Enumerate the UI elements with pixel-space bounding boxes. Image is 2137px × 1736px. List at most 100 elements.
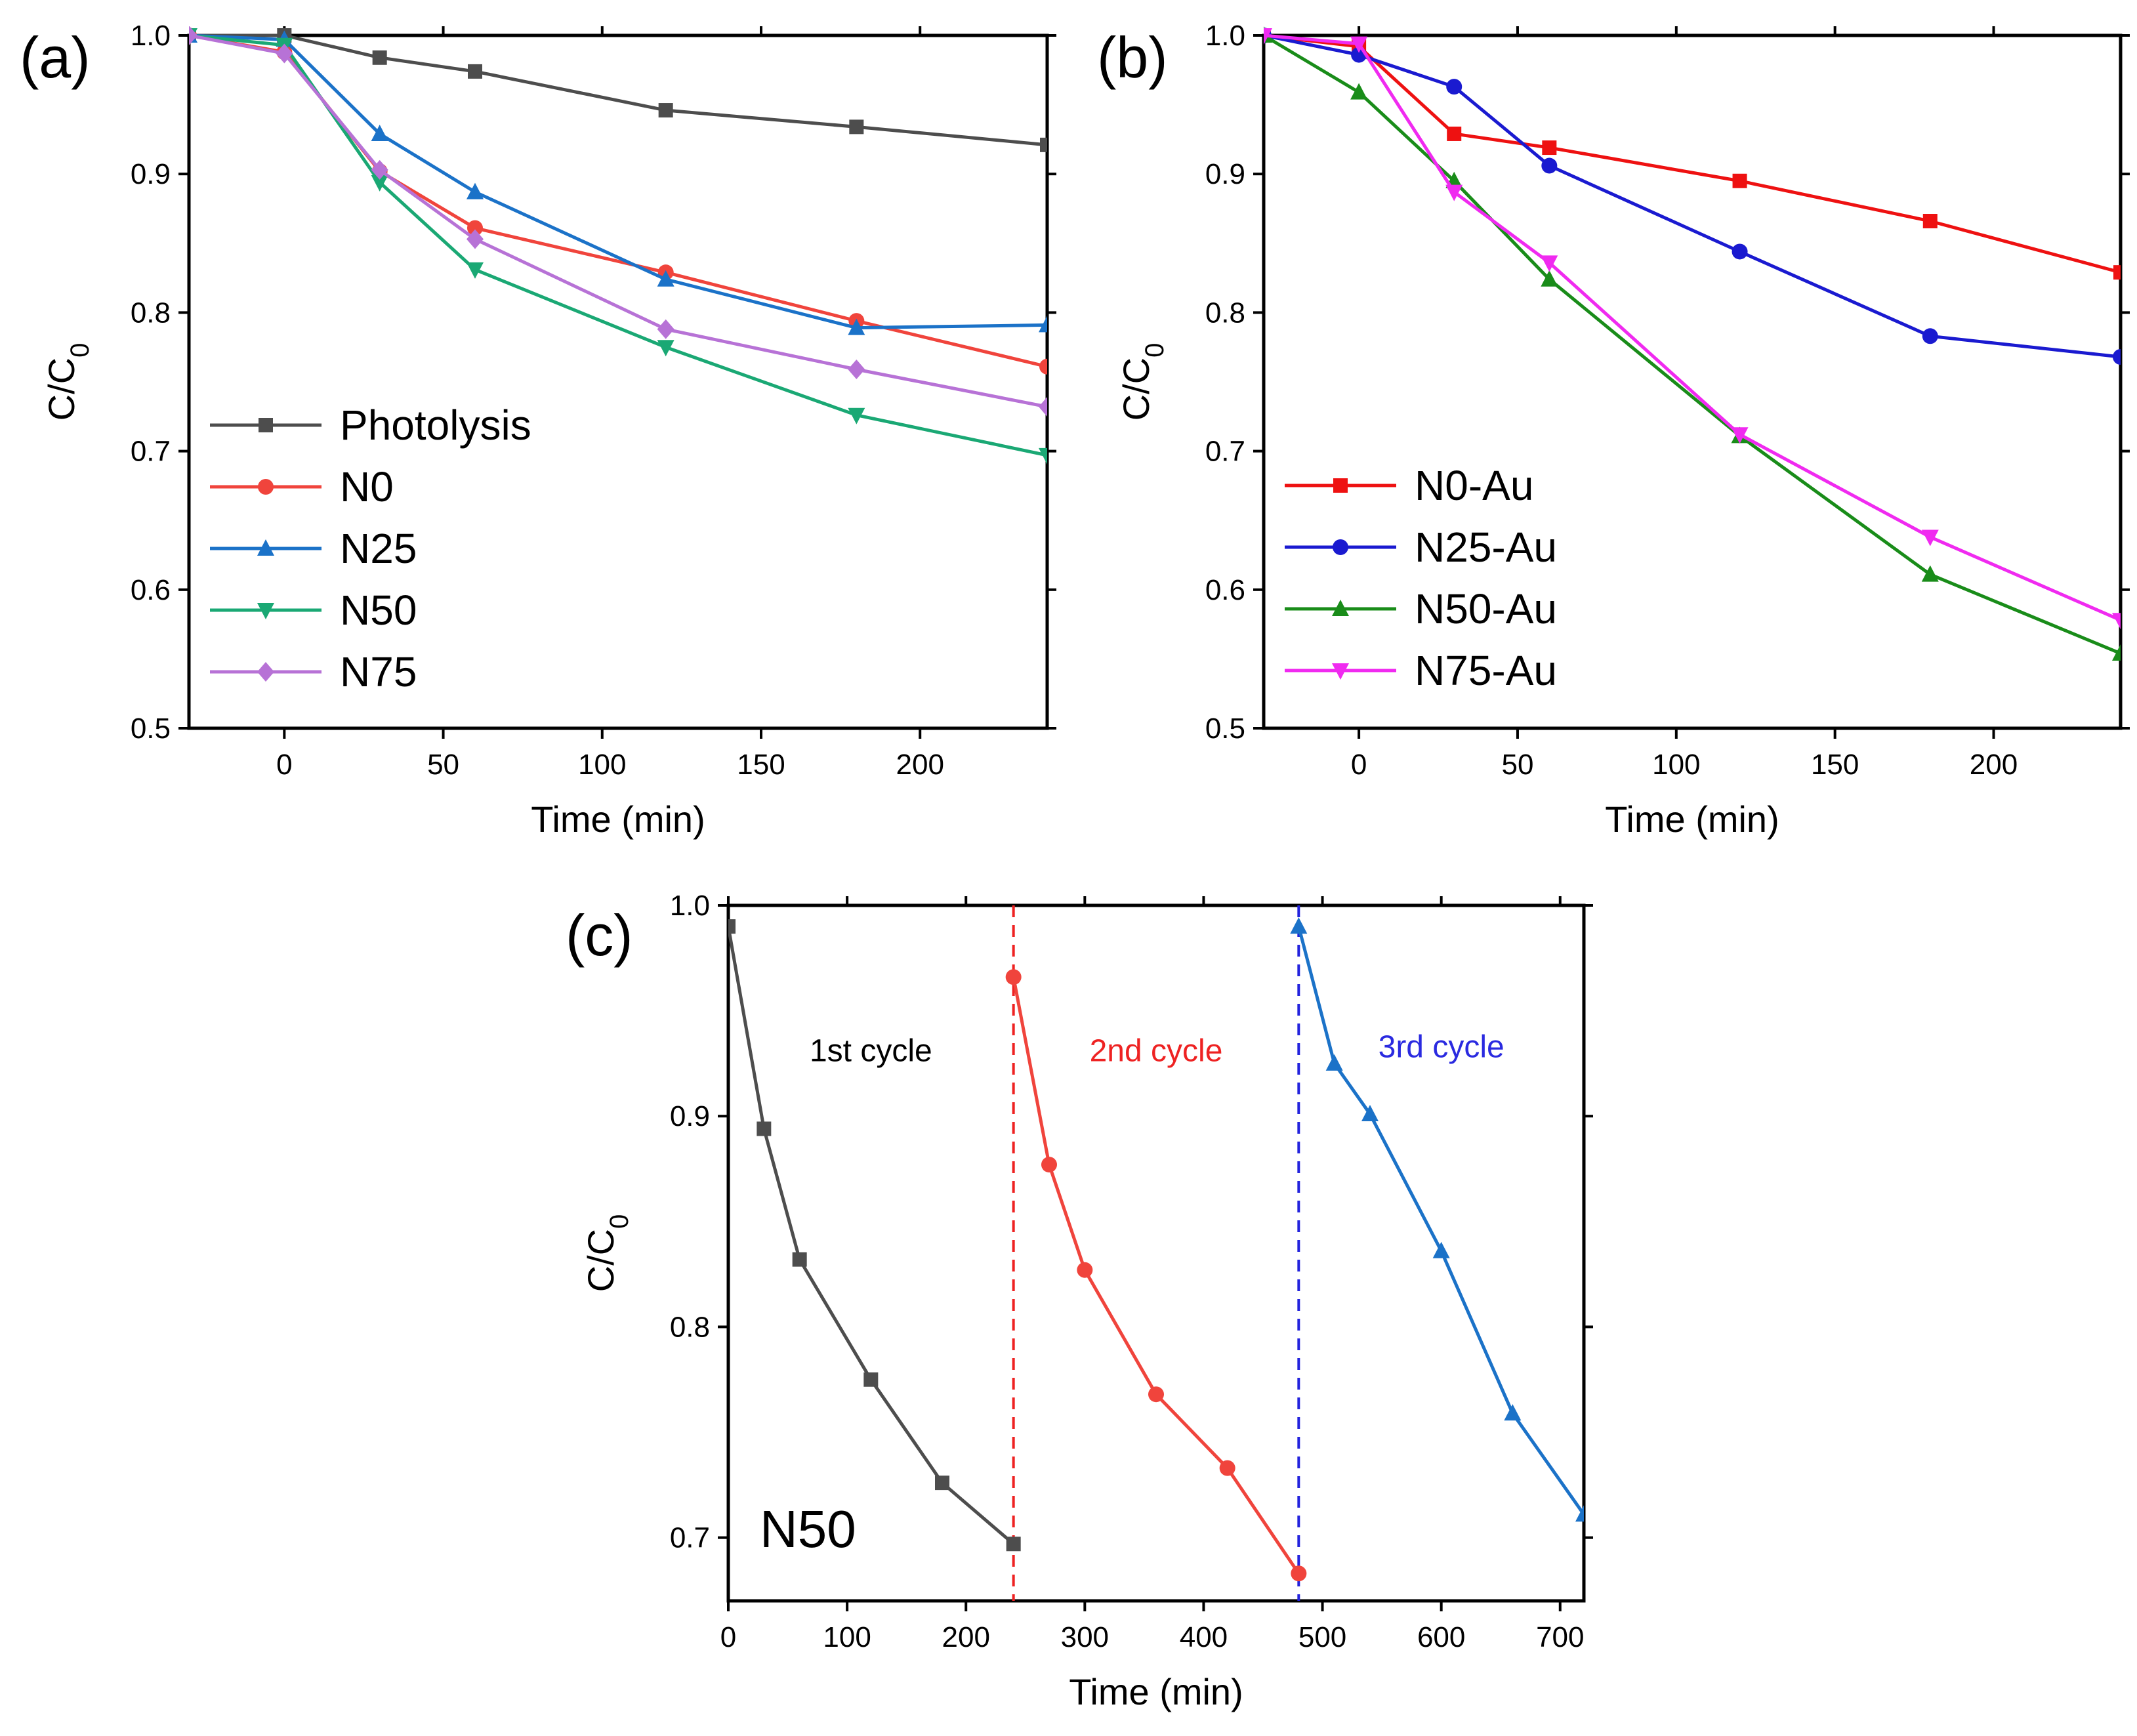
data-point xyxy=(468,64,482,79)
y-axis-title: C/C0 xyxy=(41,343,94,421)
data-point xyxy=(1350,83,1368,100)
legend-label: N25 xyxy=(340,525,417,572)
data-point xyxy=(1350,36,1368,53)
x-tick-label: 700 xyxy=(1536,1621,1584,1653)
x-tick-label: 100 xyxy=(823,1621,871,1653)
data-point xyxy=(1077,1262,1093,1278)
legend-marker xyxy=(1333,539,1348,555)
data-point xyxy=(1432,1241,1450,1258)
series-line xyxy=(728,926,1015,1546)
data-point xyxy=(1504,1404,1522,1421)
data-point xyxy=(1006,1537,1021,1552)
data-point xyxy=(863,1372,879,1387)
data-point xyxy=(467,229,484,249)
legend: Photolysis N0 N25 N50 N75 xyxy=(210,402,531,695)
data-point xyxy=(792,1252,807,1267)
data-point xyxy=(935,1476,949,1491)
series-line xyxy=(1297,926,1584,1516)
legend-marker xyxy=(259,418,273,432)
x-tick-label: 150 xyxy=(737,749,785,781)
legend-marker xyxy=(258,479,274,495)
data-point xyxy=(1575,1505,1584,1522)
series-line xyxy=(1264,33,2121,274)
data-point xyxy=(848,407,865,424)
data-point xyxy=(372,50,387,65)
x-tick-label: 150 xyxy=(1811,749,1859,781)
data-point xyxy=(1446,79,1463,95)
data-point xyxy=(1541,270,1558,287)
data-point xyxy=(1542,140,1557,155)
y-tick-label: 0.7 xyxy=(131,436,171,468)
data-point xyxy=(467,220,483,236)
data-point xyxy=(728,919,736,934)
data-point xyxy=(848,359,865,379)
data-point xyxy=(757,1121,772,1136)
x-tick-label: 100 xyxy=(1652,749,1700,781)
y-tick-label: 0.7 xyxy=(1205,436,1245,468)
data-point xyxy=(276,43,293,64)
legend-marker xyxy=(257,539,274,556)
legend-marker xyxy=(1333,478,1348,493)
data-point xyxy=(1039,397,1047,417)
series-line xyxy=(1264,33,2121,359)
data-point xyxy=(1005,969,1022,985)
legend-label: N0 xyxy=(340,463,394,510)
data-point xyxy=(1291,1565,1307,1582)
data-point xyxy=(1447,126,1462,141)
data-point xyxy=(1039,447,1047,465)
series-line xyxy=(189,33,1047,330)
y-tick-label: 0.7 xyxy=(670,1522,710,1554)
y-tick-label: 0.6 xyxy=(131,574,171,606)
x-tick-label: 600 xyxy=(1417,1621,1465,1653)
data-point xyxy=(1325,1054,1343,1071)
series-line xyxy=(189,33,1047,147)
data-point xyxy=(189,26,197,45)
data-point xyxy=(849,119,864,134)
data-point xyxy=(467,182,484,199)
cycle-annotation: 3rd cycle xyxy=(1379,1029,1504,1064)
y-axis-title: C/C0 xyxy=(580,1214,634,1292)
data-point xyxy=(1922,214,1938,229)
x-axis-title: Time (min) xyxy=(531,798,705,840)
legend-marker xyxy=(1332,600,1349,616)
y-tick-label: 0.6 xyxy=(1205,574,1245,606)
data-point xyxy=(1039,316,1047,333)
legend-label: Photolysis xyxy=(340,402,531,449)
data-point xyxy=(657,319,674,339)
y-tick-label: 1.0 xyxy=(131,20,171,52)
x-tick-label: 0 xyxy=(276,749,292,781)
data-point xyxy=(2112,613,2121,630)
panel-b: 0 50 100 150 200 0.5 0.6 0.7 0.8 0.9 1.0 Time (min)… xyxy=(1097,20,2130,840)
data-point xyxy=(1290,917,1308,934)
y-tick-label: 0.8 xyxy=(670,1311,710,1343)
legend-label: N50 xyxy=(340,587,417,634)
data-point xyxy=(1148,1386,1164,1403)
data-point xyxy=(657,340,674,357)
cycle-annotation: 2nd cycle xyxy=(1090,1034,1223,1069)
data-point xyxy=(1264,28,1272,45)
plot-area xyxy=(728,917,1584,1582)
legend-label: N25-Au xyxy=(1415,524,1557,571)
legend-label: N0-Au xyxy=(1415,462,1533,509)
plot-area xyxy=(1264,26,2121,661)
legend-marker xyxy=(257,662,274,682)
panel-label: (a) xyxy=(20,25,91,90)
y-tick-label: 0.5 xyxy=(131,713,171,745)
y-tick-label: 0.8 xyxy=(131,297,171,329)
data-point xyxy=(1445,184,1463,201)
x-tick-label: 50 xyxy=(427,749,459,781)
data-point xyxy=(1039,358,1047,375)
data-point xyxy=(1921,565,1939,582)
data-point xyxy=(848,318,865,335)
cycle-annotation: 1st cycle xyxy=(810,1034,932,1069)
series-line xyxy=(189,33,1047,457)
legend-label: N75-Au xyxy=(1415,647,1557,694)
y-axis-title: C/C0 xyxy=(1115,343,1169,421)
plot-frame xyxy=(1262,33,2123,730)
x-axis-title: Time (min) xyxy=(1605,798,1779,840)
data-point xyxy=(2112,644,2121,661)
x-tick-label: 500 xyxy=(1298,1621,1346,1653)
x-tick-label: 0 xyxy=(1351,749,1367,781)
legend-label: N50-Au xyxy=(1415,585,1557,632)
